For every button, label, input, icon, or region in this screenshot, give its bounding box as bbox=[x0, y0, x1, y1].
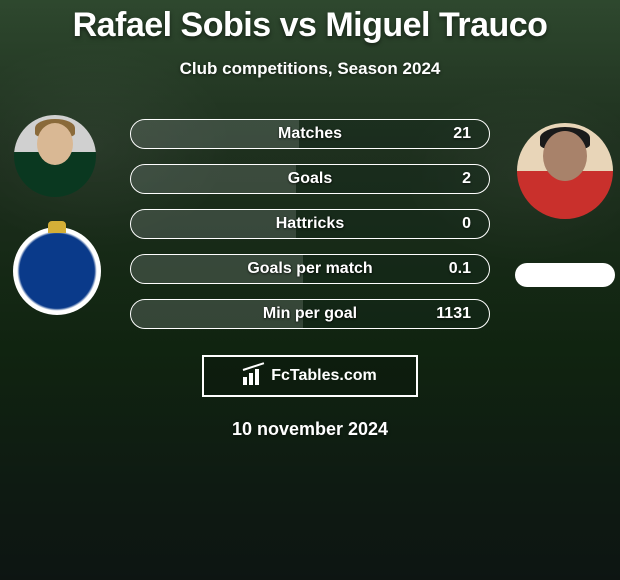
player-left-club-badge bbox=[13, 227, 101, 315]
stat-row-goals: Goals 2 bbox=[130, 164, 490, 194]
subtitle: Club competitions, Season 2024 bbox=[0, 59, 620, 79]
player-left-avatar bbox=[14, 115, 96, 197]
stat-value: 0 bbox=[462, 210, 471, 238]
branding-box: FcTables.com bbox=[202, 355, 418, 397]
stats-column: Matches 21 Goals 2 Hattricks 0 Goals per… bbox=[120, 119, 500, 329]
stat-row-matches: Matches 21 bbox=[130, 119, 490, 149]
stat-row-min-per-goal: Min per goal 1131 bbox=[130, 299, 490, 329]
stat-label: Goals per match bbox=[131, 255, 489, 283]
chart-icon bbox=[243, 367, 265, 385]
comparison-area: Matches 21 Goals 2 Hattricks 0 Goals per… bbox=[0, 119, 620, 329]
left-column bbox=[0, 119, 120, 315]
date-text: 10 november 2024 bbox=[0, 419, 620, 440]
stat-label: Matches bbox=[131, 120, 489, 148]
stat-row-goals-per-match: Goals per match 0.1 bbox=[130, 254, 490, 284]
stat-value: 1131 bbox=[436, 300, 471, 328]
stat-value: 0.1 bbox=[449, 255, 471, 283]
stat-value: 21 bbox=[453, 120, 471, 148]
branding-text: FcTables.com bbox=[271, 367, 377, 385]
stat-value: 2 bbox=[462, 165, 471, 193]
player-right-avatar bbox=[517, 123, 613, 219]
right-column bbox=[500, 119, 620, 287]
stat-label: Goals bbox=[131, 165, 489, 193]
stat-row-hattricks: Hattricks 0 bbox=[130, 209, 490, 239]
player-right-club-badge bbox=[515, 263, 615, 287]
page-title: Rafael Sobis vs Miguel Trauco bbox=[0, 0, 620, 45]
stat-label: Hattricks bbox=[131, 210, 489, 238]
